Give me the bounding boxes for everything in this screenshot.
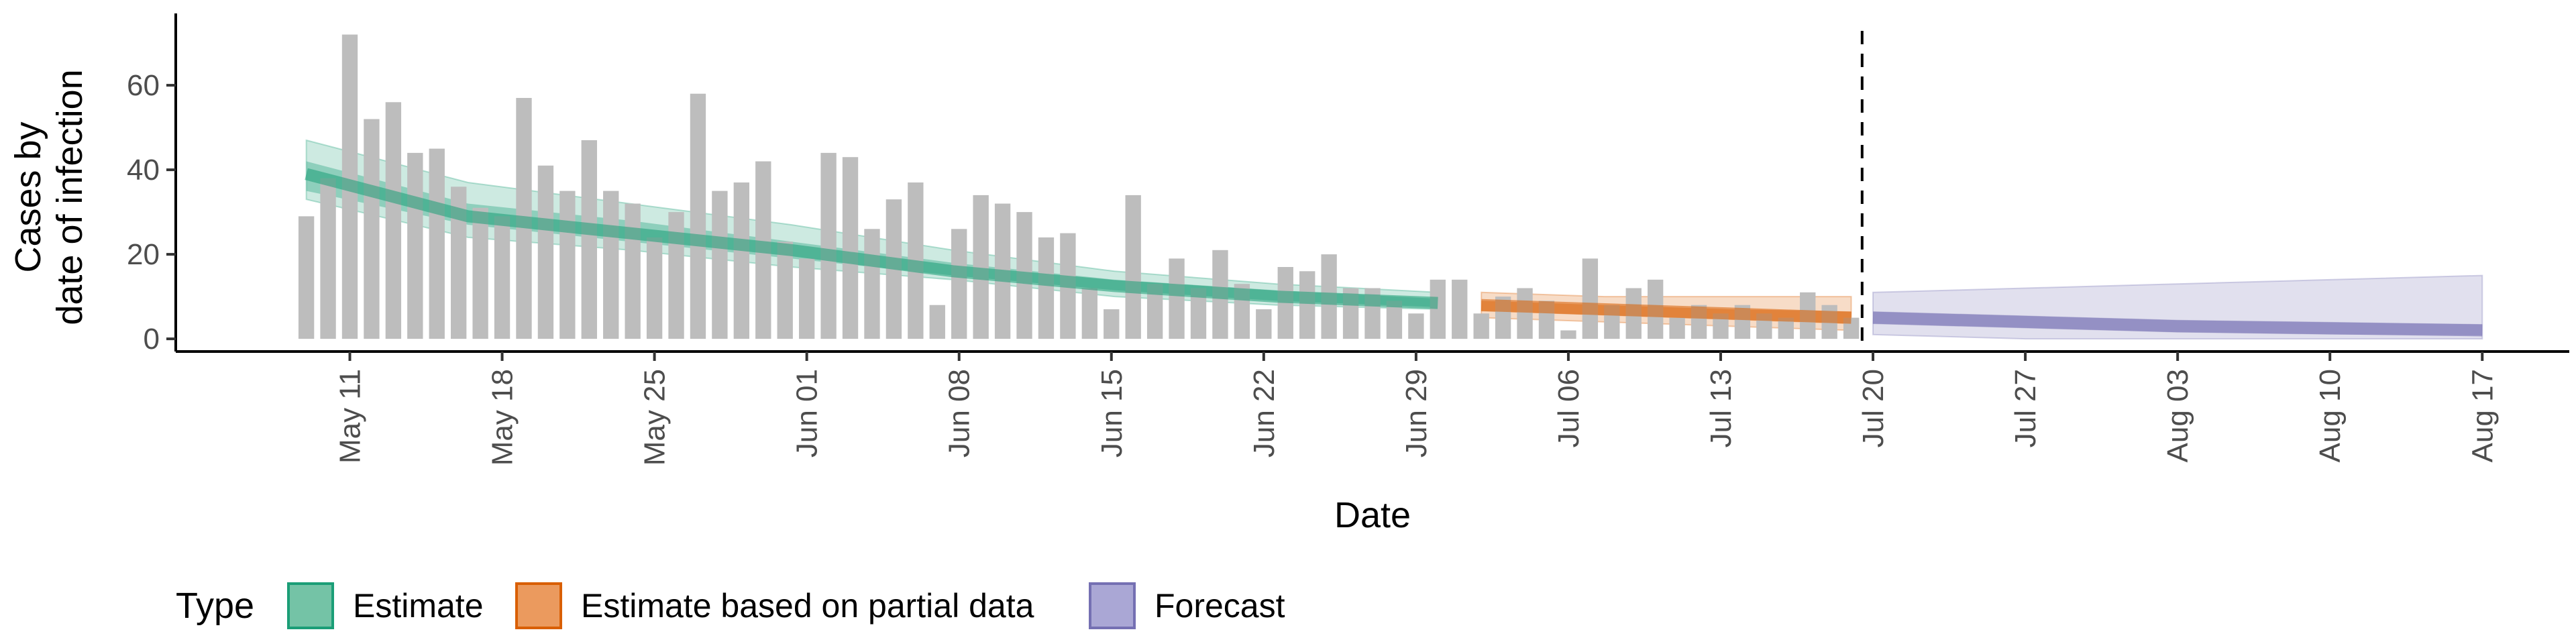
case-bar [1582, 258, 1599, 339]
case-bar [712, 191, 728, 339]
case-bar [625, 203, 641, 339]
y-tick-label: 0 [144, 323, 160, 356]
legend-label-0: Estimate [353, 587, 484, 625]
case-bar [646, 237, 663, 339]
case-bar [1104, 309, 1120, 339]
case-bar [385, 102, 402, 339]
case-bar [320, 178, 336, 339]
x-tick-label: May 11 [333, 369, 366, 464]
x-tick-label: Aug 03 [2161, 369, 2194, 462]
case-bar [1386, 301, 1403, 339]
y-axis-title-line: date of infection [50, 69, 90, 325]
y-axis-title: Cases bydate of infection [8, 69, 90, 325]
case-bar [690, 93, 706, 339]
series-1-median-line [1481, 299, 1851, 324]
x-tick-label: May 18 [486, 369, 519, 466]
legend-label-2: Forecast [1155, 587, 1285, 625]
x-tick-label: Aug 17 [2466, 369, 2499, 462]
case-bar [472, 207, 488, 339]
x-tick-label: Jul 27 [2009, 369, 2042, 447]
case-bar [537, 165, 554, 339]
median-lines [305, 168, 2483, 337]
axes: 0 20 40 60 May 11 May 18 May 25 Jun 01 Jun 08 Jun… [127, 13, 2569, 466]
x-tick-label: May 25 [639, 369, 672, 466]
case-bar [798, 258, 815, 339]
case-bar [777, 241, 793, 339]
case-bar [1038, 237, 1055, 339]
case-bar [1146, 284, 1163, 339]
x-axis-title: Date [1334, 495, 1411, 535]
case-bar [1169, 258, 1185, 339]
x-tick-label: Jun 22 [1248, 369, 1281, 458]
x-tick-label: Aug 10 [2314, 369, 2347, 462]
x-tick-label: Jul 20 [1857, 369, 1890, 447]
case-bar [842, 157, 859, 339]
case-bar [973, 195, 989, 339]
case-bar [864, 229, 880, 339]
case-bar [1408, 313, 1424, 339]
case-bar [581, 140, 597, 339]
case-bar [603, 191, 619, 339]
case-bar [1081, 288, 1098, 339]
x-tick-label: Jul 13 [1705, 369, 1737, 447]
case-bar [429, 148, 445, 339]
series-2-median-line [1872, 311, 2483, 337]
case-bar [951, 229, 967, 339]
legend-key-2 [1089, 582, 1136, 629]
case-bar [733, 182, 750, 339]
y-tick-label: 60 [127, 69, 160, 102]
case-bar [298, 216, 315, 339]
case-bar [1430, 279, 1446, 339]
legend-title: Type [176, 586, 254, 626]
x-tick-label: Jun 08 [943, 369, 976, 458]
legend-key-0 [287, 582, 334, 629]
case-bar [1517, 288, 1533, 339]
legend: Type Estimate Estimate based on partial da… [176, 582, 1285, 629]
case-bar [1778, 317, 1794, 339]
case-bar [1713, 313, 1729, 339]
case-bar [929, 305, 945, 339]
case-bar [494, 216, 511, 339]
case-bar [1669, 317, 1685, 339]
x-tick-label: Jun 29 [1400, 369, 1433, 458]
case-bar [1299, 271, 1316, 339]
legend-key-1 [515, 582, 562, 629]
x-tick-label: Jun 15 [1095, 369, 1128, 458]
case-bar [1560, 330, 1576, 339]
case-bar [450, 186, 467, 339]
case-bar [1452, 279, 1468, 339]
x-tick-label: Jun 01 [791, 369, 824, 458]
series-0-median-line [305, 168, 1438, 309]
case-bar [1473, 313, 1489, 339]
case-bar [364, 119, 380, 339]
y-axis-title-text: Cases bydate of infection [8, 69, 90, 325]
y-axis-title-line: Cases by [8, 121, 48, 272]
y-tick-label: 20 [127, 238, 160, 271]
case-bar [1256, 309, 1272, 339]
case-bar [1190, 288, 1207, 339]
y-tick-label: 40 [127, 154, 160, 186]
legend-label-1: Estimate based on partial data [581, 587, 1034, 625]
case-bar [559, 191, 576, 339]
case-bar [668, 212, 684, 339]
x-tick-label: Jul 06 [1552, 369, 1585, 447]
case-bar [407, 152, 423, 339]
case-bar [820, 152, 837, 339]
case-bar [1125, 195, 1141, 339]
